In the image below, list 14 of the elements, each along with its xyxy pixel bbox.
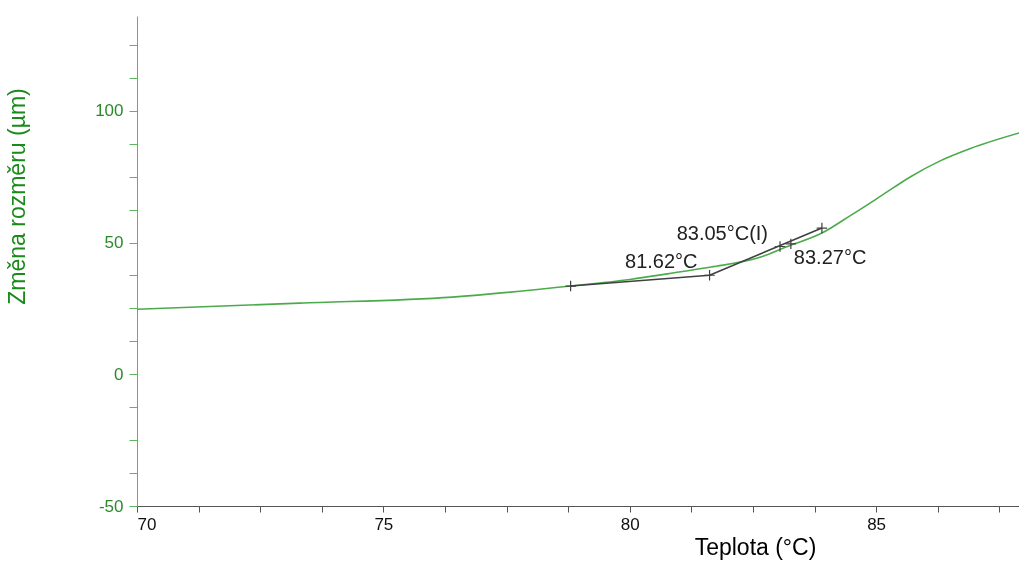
annotation: 81.62°C — [625, 250, 698, 273]
x-tick-label: 75 — [374, 514, 394, 534]
x-tick-label: 85 — [867, 514, 887, 534]
y-tick-label: 0 — [114, 364, 124, 384]
annotation: 83.27°C — [793, 245, 867, 268]
y-tick-label: 50 — [104, 233, 124, 253]
y-tick-label: -50 — [98, 496, 124, 516]
x-axis-title: Teplota (°C) — [694, 533, 817, 560]
y-tick-label: 100 — [95, 101, 124, 121]
annotation: 83.05°C(I) — [676, 221, 769, 244]
x-tick-label: 80 — [620, 514, 640, 534]
x-tick-label: 70 — [137, 514, 157, 534]
line-series — [137, 132, 1019, 311]
y-axis-title: Změna rozměru (µm) — [3, 88, 30, 305]
